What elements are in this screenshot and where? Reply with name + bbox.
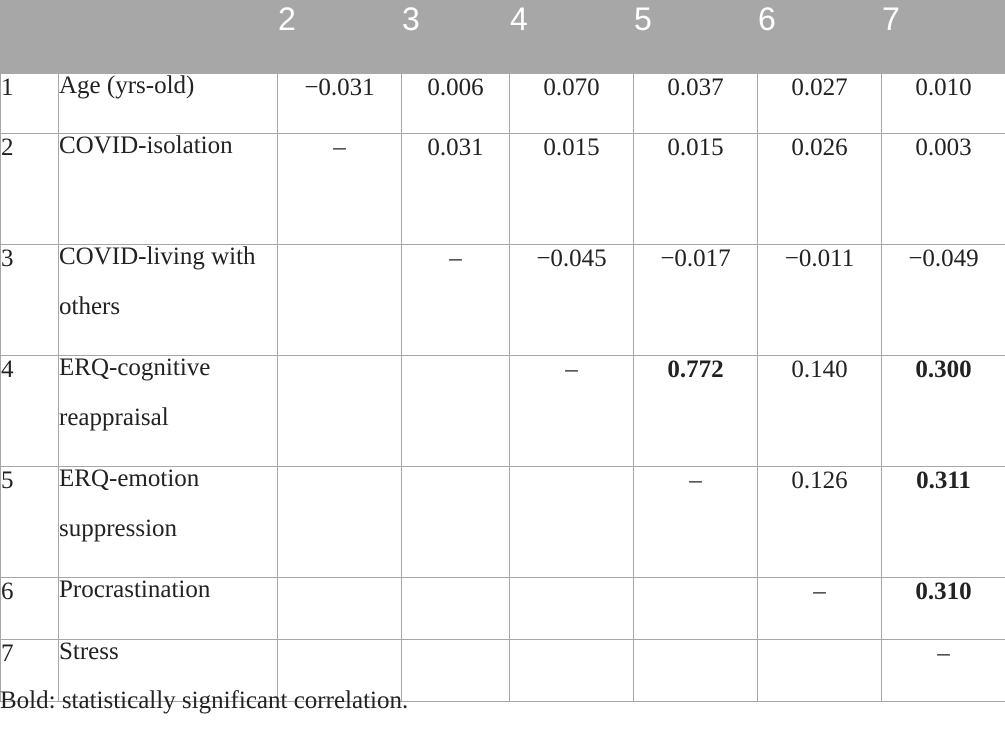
header-cell: 3 bbox=[401, 0, 510, 74]
variable-name: COVID-living with others bbox=[58, 243, 278, 356]
correlation-cell bbox=[401, 577, 510, 640]
row-index: 2 bbox=[0, 133, 59, 245]
header-cell: 4 bbox=[509, 0, 634, 74]
correlation-cell: −0.049 bbox=[881, 244, 1005, 356]
correlation-cell bbox=[757, 639, 882, 702]
correlation-cell: 0.070 bbox=[509, 73, 634, 134]
table-row: 6 Procrastination –0.310 bbox=[0, 576, 1005, 640]
variable-label: Age (yrs-old) bbox=[59, 72, 195, 99]
variable-label: Procrastination bbox=[59, 576, 211, 603]
correlation-table: 2 3 4 5 6 7 1 Age (yrs-old) −0.031 0.006 0.0… bbox=[0, 0, 1005, 702]
row-index: 6 bbox=[0, 577, 59, 640]
correlation-cell bbox=[277, 244, 402, 356]
correlation-cell: – bbox=[277, 133, 402, 245]
correlation-cell: 0.015 bbox=[633, 133, 758, 245]
correlation-cell: – bbox=[401, 244, 510, 356]
correlation-cell: −0.031 bbox=[277, 73, 402, 134]
correlation-cell: 0.311 bbox=[881, 466, 1005, 578]
correlation-cell bbox=[633, 577, 758, 640]
variable-name: ERQ-cognitive reappraisal bbox=[58, 354, 278, 467]
header-cell: 6 bbox=[757, 0, 882, 74]
correlation-cell: – bbox=[757, 577, 882, 640]
table-row: 4 ERQ-cognitive reappraisal –0.772 0.140 0.3… bbox=[0, 354, 1005, 467]
correlation-cell bbox=[509, 577, 634, 640]
row-index: 1 bbox=[0, 73, 59, 134]
correlation-cell bbox=[509, 639, 634, 702]
correlation-cell: 0.006 bbox=[401, 73, 510, 134]
correlation-cell bbox=[277, 639, 402, 702]
variable-label: COVID-living with others bbox=[59, 243, 256, 320]
correlation-cell: – bbox=[881, 639, 1005, 702]
correlation-cell bbox=[401, 355, 510, 467]
correlation-cell: 0.015 bbox=[509, 133, 634, 245]
header-row: 2 3 4 5 6 7 bbox=[0, 0, 1005, 74]
table-row: 3 COVID-living with others – −0.045 −0.017 −0… bbox=[0, 243, 1005, 356]
correlation-cell: 0.010 bbox=[881, 73, 1005, 134]
row-index: 3 bbox=[0, 244, 59, 356]
correlation-cell bbox=[401, 639, 510, 702]
variable-name: Stress bbox=[58, 638, 278, 702]
correlation-cell: – bbox=[633, 466, 758, 578]
variable-label: Stress bbox=[59, 638, 119, 665]
correlation-cell bbox=[277, 466, 402, 578]
row-index: 4 bbox=[0, 355, 59, 467]
row-index: 7 bbox=[0, 639, 59, 702]
header-cell bbox=[0, 0, 59, 74]
correlation-cell: 0.026 bbox=[757, 133, 882, 245]
table-row: 2 COVID-isolation –0.031 0.015 0.015 0.026 0.0… bbox=[0, 132, 1005, 245]
correlation-cell: 0.031 bbox=[401, 133, 510, 245]
row-index: 5 bbox=[0, 466, 59, 578]
variable-name: Age (yrs-old) bbox=[58, 72, 278, 134]
table-footnote: Bold: statistically significant correlat… bbox=[0, 687, 409, 714]
correlation-cell: 0.003 bbox=[881, 133, 1005, 245]
variable-label: ERQ-cognitive reappraisal bbox=[59, 354, 211, 431]
correlation-cell bbox=[401, 466, 510, 578]
correlation-cell: 0.126 bbox=[757, 466, 882, 578]
correlation-cell: −0.017 bbox=[633, 244, 758, 356]
variable-name: COVID-isolation bbox=[58, 132, 278, 245]
correlation-cell bbox=[277, 355, 402, 467]
correlation-cell bbox=[633, 639, 758, 702]
correlation-cell: −0.011 bbox=[757, 244, 882, 356]
correlation-cell: 0.300 bbox=[881, 355, 1005, 467]
correlation-cell: 0.027 bbox=[757, 73, 882, 134]
correlation-cell: 0.140 bbox=[757, 355, 882, 467]
correlation-cell: 0.037 bbox=[633, 73, 758, 134]
correlation-cell: 0.772 bbox=[633, 355, 758, 467]
correlation-cell bbox=[509, 466, 634, 578]
variable-label: COVID-isolation bbox=[59, 132, 233, 159]
variable-name: ERQ-emotion suppression bbox=[58, 465, 278, 578]
header-cell: 5 bbox=[633, 0, 758, 74]
correlation-cell: −0.045 bbox=[509, 244, 634, 356]
correlation-cell: 0.310 bbox=[881, 577, 1005, 640]
header-cell: 2 bbox=[277, 0, 402, 74]
correlation-cell: – bbox=[509, 355, 634, 467]
correlation-cell bbox=[277, 577, 402, 640]
table-row: 5 ERQ-emotion suppression –0.126 0.311 bbox=[0, 465, 1005, 578]
table-row: 7 Stress – bbox=[0, 638, 1005, 702]
header-cell: 7 bbox=[881, 0, 1005, 74]
variable-label: ERQ-emotion suppression bbox=[59, 465, 200, 542]
